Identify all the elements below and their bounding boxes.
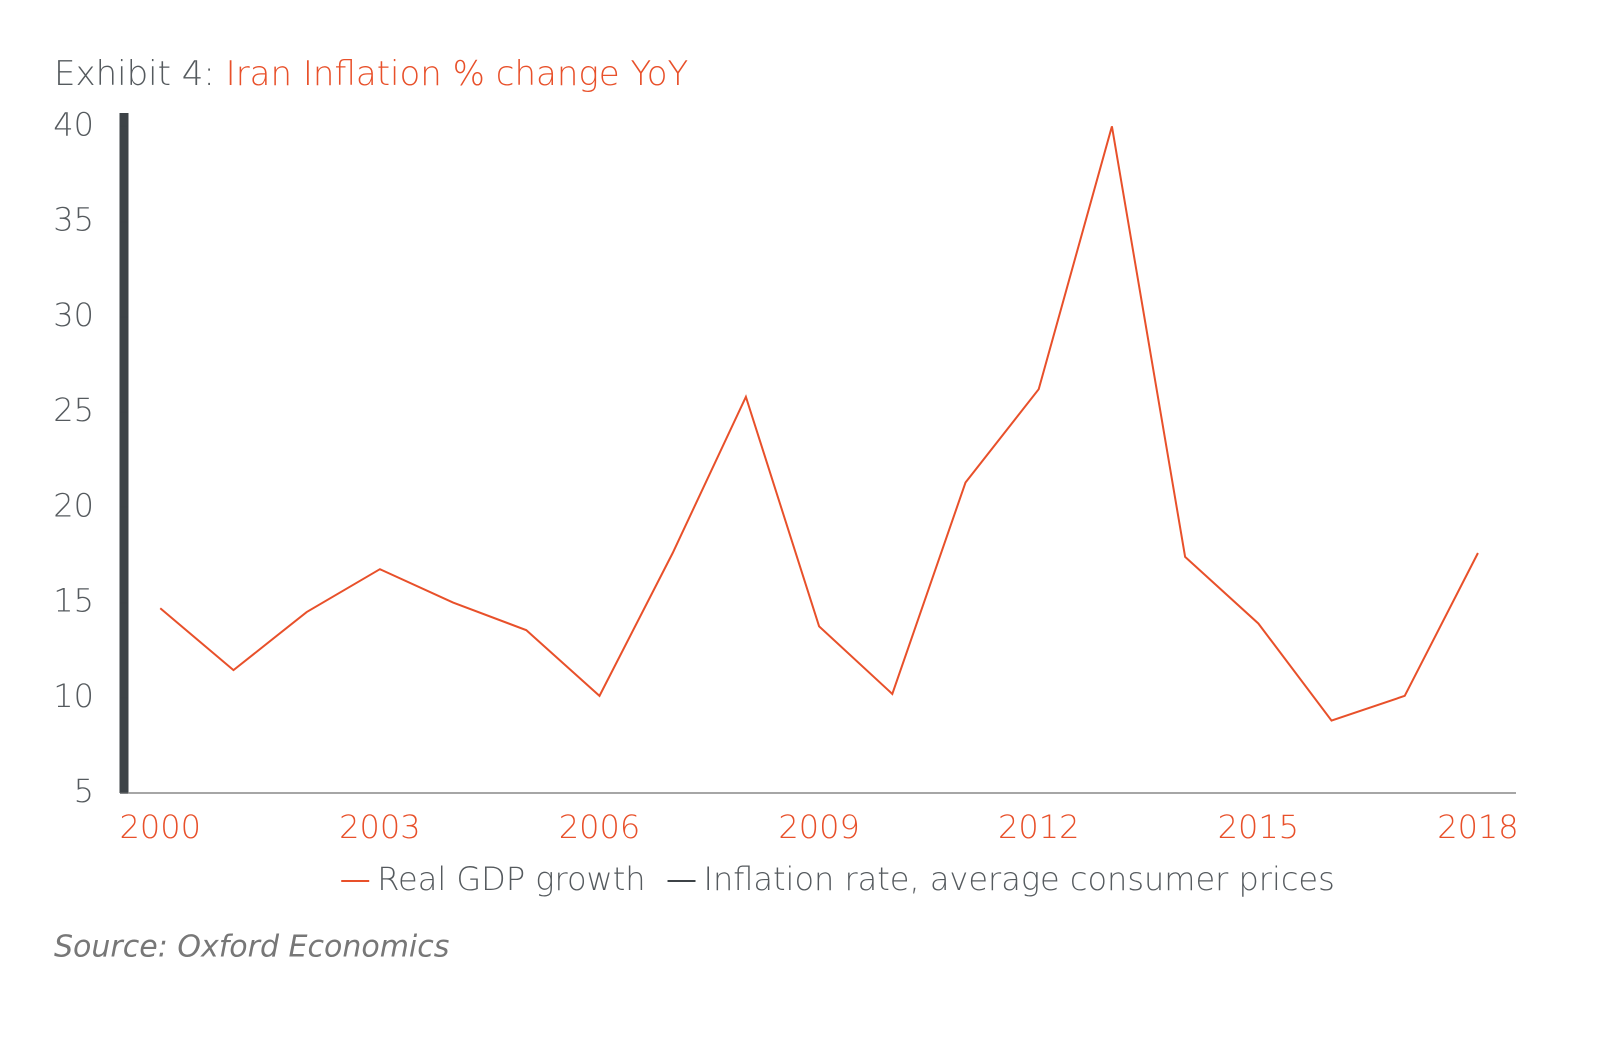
legend-label: Inflation rate, average consumer prices: [704, 860, 1335, 898]
y-tick-label: 5: [74, 772, 94, 810]
y-tick-label: 35: [53, 201, 94, 239]
x-tick-label: 2006: [559, 808, 640, 846]
x-tick-label: 2009: [778, 808, 859, 846]
x-tick-label: 2012: [998, 808, 1079, 846]
x-tick-label: 2000: [120, 808, 201, 846]
source-note: Source: Oxford Economics: [54, 930, 449, 965]
title-text: Iran Inflation % change YoY: [226, 54, 689, 94]
y-tick-label: 10: [53, 677, 94, 715]
y-tick-label: 30: [53, 296, 94, 334]
data-line: [159, 126, 1479, 722]
x-tick-label: 2003: [339, 808, 420, 846]
x-tick-label: 2015: [1218, 808, 1299, 846]
legend-label: Real GDP growth: [377, 860, 645, 898]
title-label: Exhibit 4:: [54, 54, 215, 94]
y-tick-label: 25: [53, 391, 94, 429]
y-tick-label: 40: [53, 105, 94, 143]
chart-title: Exhibit 4: Iran Inflation % change YoY: [54, 54, 688, 94]
x-tick-label: 2018: [1437, 808, 1518, 846]
y-tick-label: 15: [53, 582, 94, 620]
y-tick-label: 20: [53, 486, 94, 524]
